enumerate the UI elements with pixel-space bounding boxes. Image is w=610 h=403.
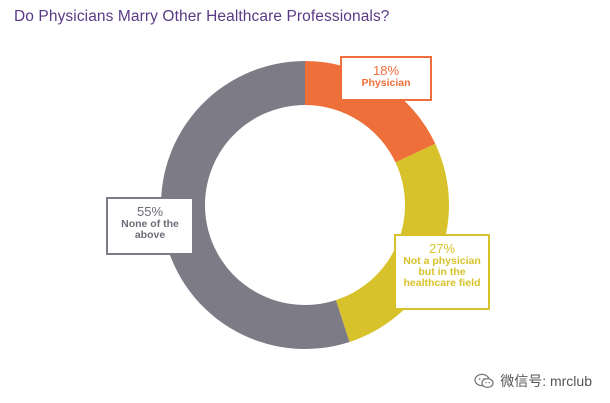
donut-slice (335, 143, 449, 342)
chart-title: Do Physicians Marry Other Healthcare Pro… (14, 8, 390, 25)
watermark-text: 微信号: mrclub (500, 373, 592, 389)
watermark: 微信号: mrclub (474, 371, 592, 391)
donut-slice (160, 61, 350, 350)
callout-none-of-the-above: 55% None of the above (106, 197, 194, 255)
callout-physician: 18% Physician (340, 56, 432, 101)
donut-slice (305, 61, 436, 163)
slice-value-label: 18% (372, 63, 400, 78)
callout-healthcare-field: 27% Not a physician but in the healthcar… (394, 234, 490, 310)
slice-value-label: 27% (428, 241, 456, 256)
slice-category-label: Not a physician but in the healthcare fi… (403, 254, 481, 289)
slice-value-label: 55% (136, 204, 164, 219)
slice-category-label: Physician (361, 76, 411, 89)
slice-category-label: None of the above (121, 217, 179, 241)
wechat-icon (474, 373, 494, 389)
